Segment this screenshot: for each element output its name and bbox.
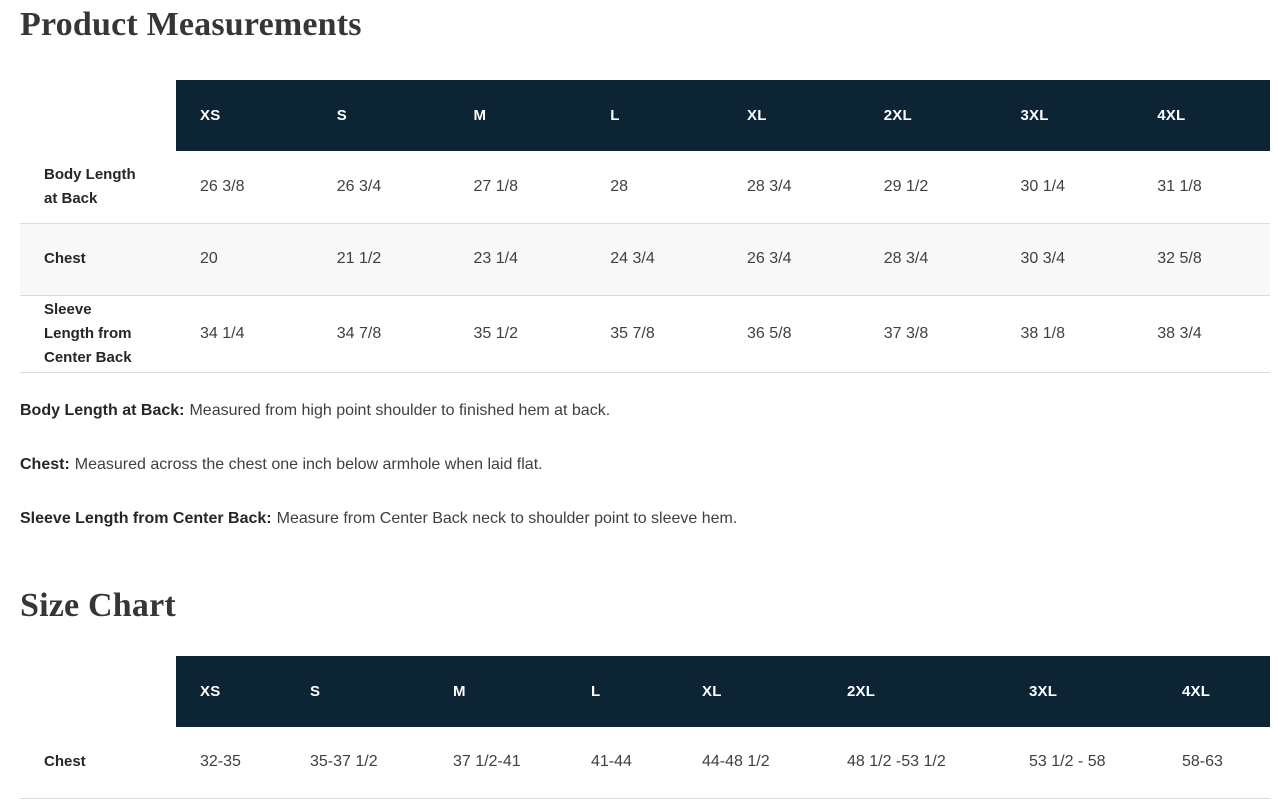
definition-text: Measured from high point shoulder to fin… xyxy=(189,401,611,419)
row-label: Sleeve Length from Center Back xyxy=(20,295,176,373)
measurement-value: 30 3/4 xyxy=(996,223,1134,296)
size-range-value: 41-44 xyxy=(567,726,678,799)
column-header-m: M xyxy=(449,80,587,151)
size-chart-header: XS S M L XL 2XL 3XL 4XL xyxy=(20,655,1270,727)
measurements-table-header: XS S M L XL 2XL 3XL 4XL xyxy=(20,80,1270,151)
header-row: XS S M L XL 2XL 3XL 4XL xyxy=(20,655,1270,727)
measurement-value: 27 1/8 xyxy=(449,151,587,224)
column-header-xs: XS xyxy=(176,80,313,151)
measurement-value: 21 1/2 xyxy=(312,223,450,296)
measurement-definitions: Body Length at Back: Measured from high p… xyxy=(20,399,1270,531)
row-label: Body Length at Back xyxy=(20,151,176,224)
definition-term: Chest: xyxy=(20,455,70,473)
measurement-value: 29 1/2 xyxy=(859,151,997,224)
measurement-value: 26 3/8 xyxy=(176,151,313,224)
table-corner-cell xyxy=(20,656,176,727)
measurement-value: 37 3/8 xyxy=(859,295,997,373)
column-header-xl: XL xyxy=(678,655,823,727)
measurement-value: 35 1/2 xyxy=(449,295,587,373)
column-header-xl: XL xyxy=(723,80,860,151)
row-label: Chest xyxy=(20,726,176,799)
measurement-value: 35 7/8 xyxy=(586,295,723,373)
measurement-value: 34 1/4 xyxy=(176,295,313,373)
row-label: Chest xyxy=(20,223,176,296)
table-row-sleeve-length: Sleeve Length from Center Back 34 1/4 34… xyxy=(20,295,1270,373)
size-chart-title: Size Chart xyxy=(20,586,176,624)
measurement-value: 32 5/8 xyxy=(1133,223,1270,296)
measurement-value: 28 3/4 xyxy=(723,151,860,224)
table-row-body-length: Body Length at Back 26 3/8 26 3/4 27 1/8… xyxy=(20,151,1270,224)
measurement-value: 34 7/8 xyxy=(312,295,450,373)
measurement-value: 26 3/4 xyxy=(312,151,450,224)
header-row: XS S M L XL 2XL 3XL 4XL xyxy=(20,80,1270,151)
column-header-4xl: 4XL xyxy=(1158,655,1270,727)
size-chart-table: XS S M L XL 2XL 3XL 4XL Chest 32-35 35-3… xyxy=(20,655,1270,799)
measurement-value: 23 1/4 xyxy=(449,223,587,296)
definition-body-length: Body Length at Back: Measured from high p… xyxy=(20,399,1270,423)
size-range-value: 44-48 1/2 xyxy=(678,726,823,799)
column-header-3xl: 3XL xyxy=(996,80,1134,151)
measurement-value: 28 3/4 xyxy=(859,223,997,296)
measurement-value: 36 5/8 xyxy=(723,295,860,373)
column-header-m: M xyxy=(429,655,567,727)
column-header-2xl: 2XL xyxy=(859,80,997,151)
size-range-value: 58-63 xyxy=(1158,726,1270,799)
column-header-l: L xyxy=(586,80,723,151)
size-range-value: 48 1/2 -53 1/2 xyxy=(823,726,1005,799)
measurement-value: 24 3/4 xyxy=(586,223,723,296)
size-range-value: 53 1/2 - 58 xyxy=(1005,726,1158,799)
product-measurements-title: Product Measurements xyxy=(20,6,362,43)
definition-chest: Chest: Measured across the chest one inch… xyxy=(20,453,1270,477)
column-header-l: L xyxy=(567,655,678,727)
column-header-3xl: 3XL xyxy=(1005,655,1158,727)
table-corner-cell xyxy=(20,80,176,151)
size-range-value: 35-37 1/2 xyxy=(286,726,429,799)
column-header-4xl: 4XL xyxy=(1133,80,1270,151)
measurement-value: 38 3/4 xyxy=(1133,295,1270,373)
table-row-chest-range: Chest 32-35 35-37 1/2 37 1/2-41 41-44 44… xyxy=(20,726,1270,799)
measurement-value: 30 1/4 xyxy=(996,151,1134,224)
column-header-2xl: 2XL xyxy=(823,655,1005,727)
measurement-value: 28 xyxy=(586,151,723,224)
definition-text: Measure from Center Back neck to shoulde… xyxy=(276,509,738,527)
column-header-s: S xyxy=(312,80,450,151)
definition-text: Measured across the chest one inch below… xyxy=(74,455,543,473)
measurement-value: 31 1/8 xyxy=(1133,151,1270,224)
column-header-s: S xyxy=(286,655,429,727)
definition-term: Body Length at Back: xyxy=(20,401,185,419)
size-range-value: 32-35 xyxy=(176,726,286,799)
column-header-xs: XS xyxy=(176,655,286,727)
measurement-value: 38 1/8 xyxy=(996,295,1134,373)
measurement-value: 20 xyxy=(176,223,313,296)
table-row-chest: Chest 20 21 1/2 23 1/4 24 3/4 26 3/4 28 … xyxy=(20,223,1270,296)
measurement-value: 26 3/4 xyxy=(723,223,860,296)
product-measurements-table: XS S M L XL 2XL 3XL 4XL Body Length at B… xyxy=(20,80,1270,373)
size-range-value: 37 1/2-41 xyxy=(429,726,567,799)
definition-term: Sleeve Length from Center Back: xyxy=(20,509,272,527)
definition-sleeve-length: Sleeve Length from Center Back: Measure f… xyxy=(20,507,1270,531)
